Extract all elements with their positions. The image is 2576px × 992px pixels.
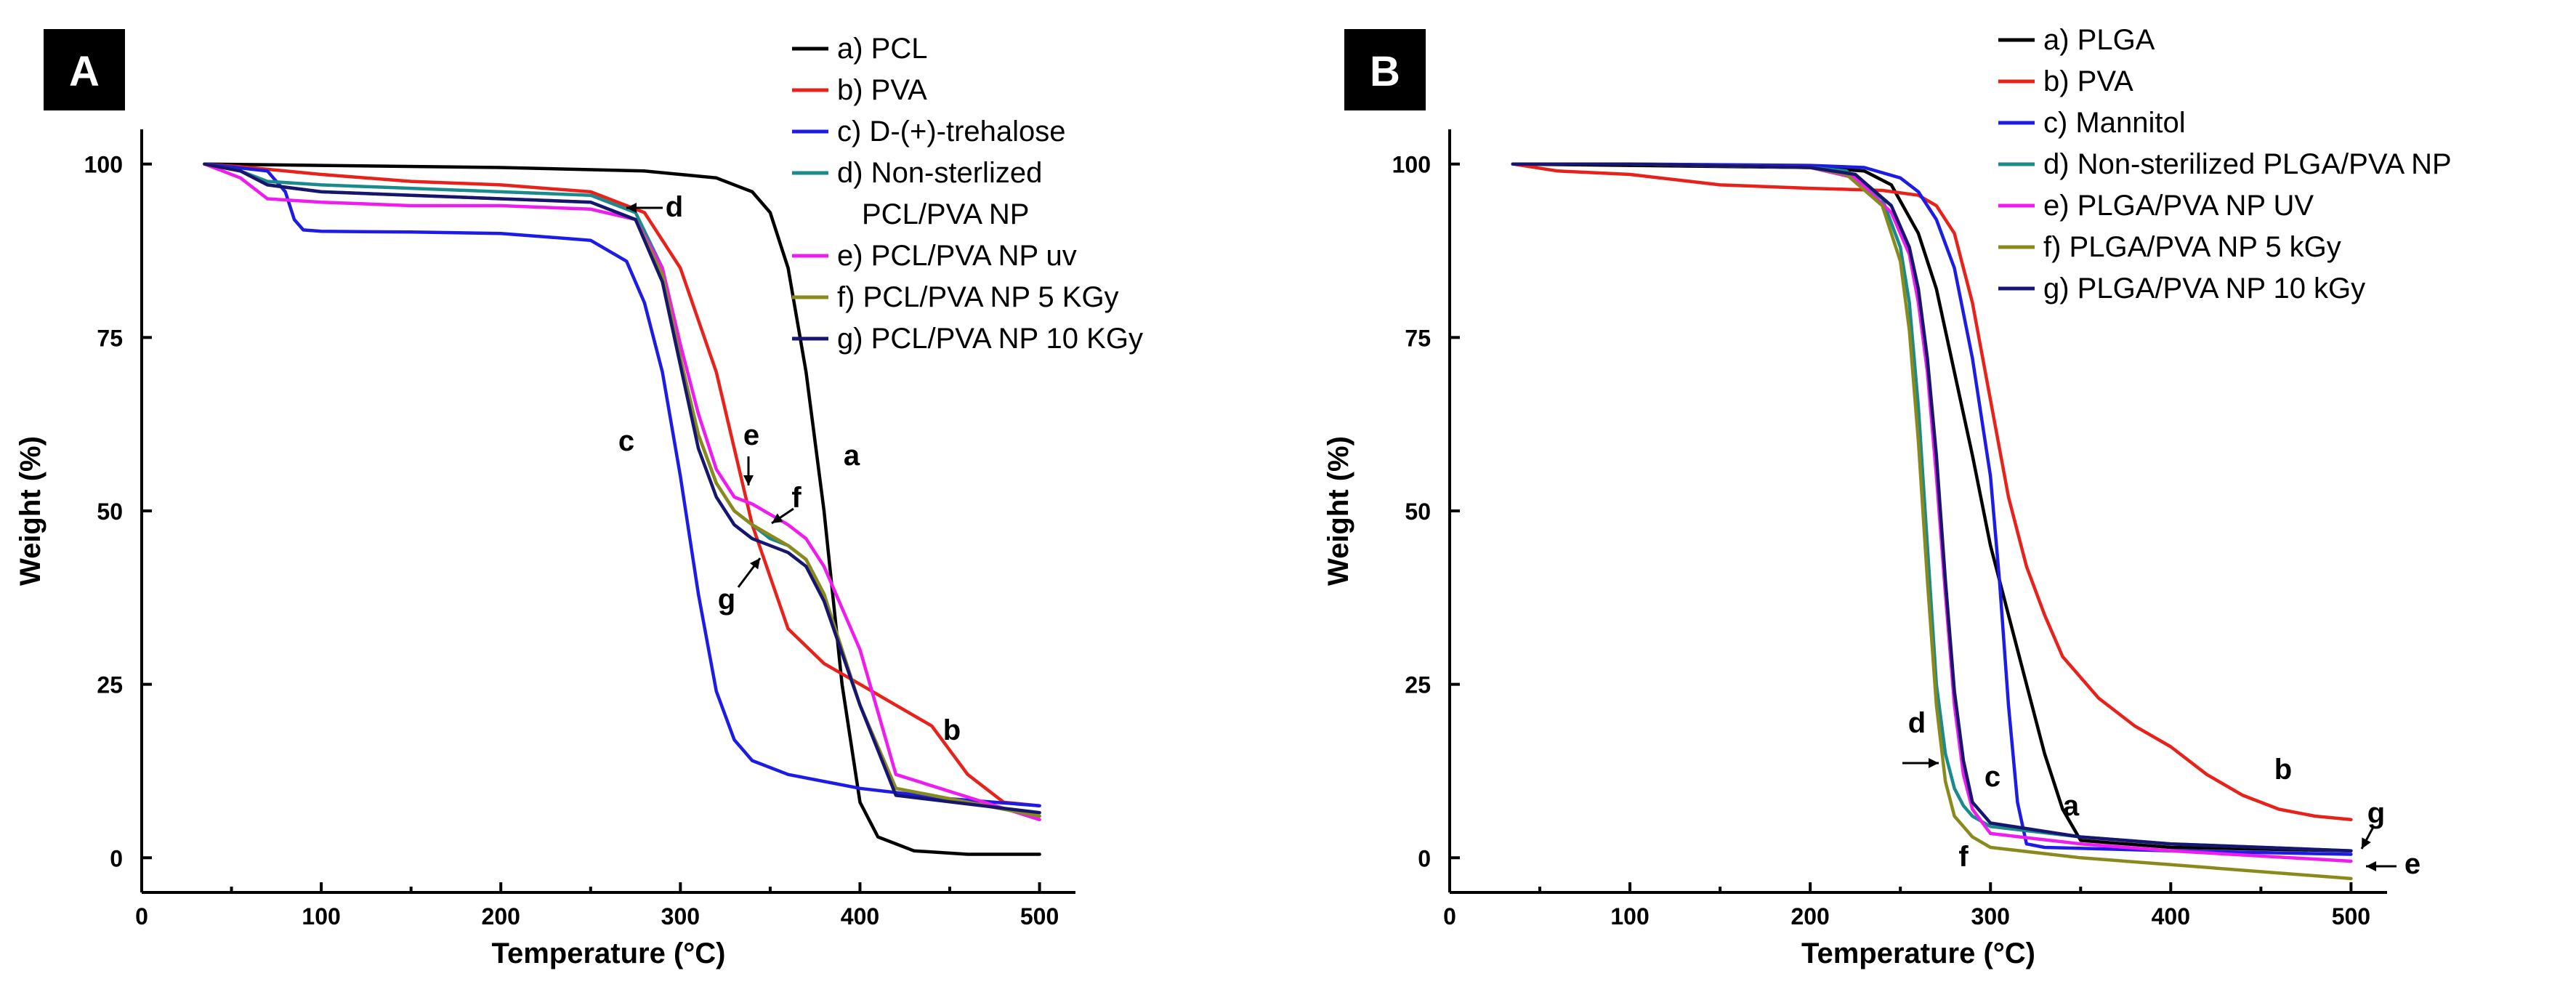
y-tick-label-a: 100 [84, 152, 123, 178]
curve-annotation-b-f: f [1958, 841, 1969, 873]
legend-label-b: c) Mannitol [2043, 107, 2186, 139]
annotation-arrowhead-a-f [772, 513, 783, 523]
curve-annotation-a-f: f [791, 482, 802, 514]
series-line-b-b [1511, 162, 2353, 822]
annotation-arrowhead-b-g [2362, 837, 2371, 849]
legend-label-b: f) PLGA/PVA NP 5 kGy [2043, 231, 2341, 263]
curve-annotation-a-c: c [618, 425, 634, 457]
x-tick-label-a: 500 [1020, 903, 1059, 930]
series-line-b-d [1511, 162, 2353, 852]
panel-label-a [44, 29, 125, 110]
legend-label-a: b) PVA [837, 74, 927, 106]
panel-label-a-text: A [69, 48, 100, 95]
series-line-a-b [203, 162, 1041, 807]
annotation-arrowhead-b-e [2366, 861, 2376, 871]
y-tick-label-b: 100 [1392, 152, 1431, 178]
curve-annotation-a-g: g [718, 584, 735, 616]
x-tick-label-a: 300 [661, 903, 700, 930]
series-line-b-c [1511, 162, 2353, 856]
x-tick-label-a: 200 [482, 903, 520, 930]
curve-annotation-a-e: e [743, 419, 759, 451]
y-tick-label-a: 25 [97, 672, 123, 698]
legend-a: a) PCL b) PVA c) D-(+)-trehalose d) Non-ste… [792, 33, 1143, 355]
series-line-a-g [203, 162, 1041, 815]
y-tick-label-b: 0 [1418, 845, 1431, 871]
legend-label-b: b) PVA [2043, 65, 2133, 97]
legend-label-a: c) D-(+)-trehalose [837, 116, 1066, 148]
legend-label-b: e) PLGA/PVA NP UV [2043, 190, 2314, 222]
annotation-arrowhead-b-d [1929, 758, 1939, 768]
curve-annotation-b-a: a [2063, 790, 2080, 822]
annotation-arrowhead-a-d [626, 203, 637, 213]
curve-annotation-b-e: e [2405, 848, 2420, 880]
legend-label-b: g) PLGA/PVA NP 10 kGy [2043, 273, 2365, 305]
axes-a: 0 100 200 300 400 500 0 25 50 75 100 Temperature (°… [15, 129, 1075, 969]
curve-annotation-b-b: b [2274, 754, 2292, 786]
curve-annotation-b-g: g [2367, 797, 2385, 829]
series-line-b-a [1511, 162, 2353, 852]
panel-b: B 0 100 200 300 400 500 0 25 50 75 100 Temperature … [1323, 24, 2452, 969]
legend-label-b: a) PLGA [2043, 24, 2155, 56]
annotations-b: a b c d e f g [1902, 707, 2420, 880]
x-tick-label-b: 200 [1790, 903, 1829, 930]
series-line-a-e [203, 162, 1041, 822]
panel-label-b [1344, 29, 1426, 110]
y-tick-label-b: 75 [1405, 325, 1431, 351]
x-tick-label-a: 100 [302, 903, 340, 930]
y-tick-label-a: 0 [110, 845, 123, 871]
series-line-a-a [203, 162, 1041, 856]
legend-label-a: g) PCL/PVA NP 10 KGy [837, 323, 1143, 355]
series-line-b-e [1511, 162, 2353, 863]
y-tick-label-b: 50 [1405, 499, 1431, 525]
x-tick-label-b: 100 [1610, 903, 1649, 930]
curve-annotation-a-b: b [943, 714, 961, 746]
x-tick-label-b: 300 [1971, 903, 2010, 930]
y-tick-label-a: 75 [97, 325, 123, 351]
x-tick-label-b: 500 [2332, 903, 2370, 930]
legend-label-a: d) Non-sterlized [837, 157, 1042, 189]
x-axis-title-b: Temperature (°C) [1801, 937, 2035, 969]
legend-label-a: f) PCL/PVA NP 5 KGy [837, 281, 1119, 313]
x-tick-label-b: 400 [2152, 903, 2190, 930]
x-tick-label-a: 400 [841, 903, 879, 930]
y-axis-title-b: Weight (%) [1323, 436, 1354, 586]
annotations-a: a b c d ef g [618, 191, 961, 746]
y-tick-label-a: 50 [97, 499, 123, 525]
legend-label-b: d) Non-sterilized PLGA/PVA NP [2043, 148, 2452, 180]
x-tick-label-a: 0 [135, 903, 148, 930]
curve-annotation-b-d: d [1908, 707, 1926, 739]
x-axis-title-a: Temperature (°C) [492, 937, 726, 969]
series-lines-a [203, 162, 1041, 856]
panel-label-b-text: B [1370, 48, 1400, 95]
y-tick-label-b: 25 [1405, 672, 1431, 698]
x-tick-label-b: 0 [1443, 903, 1456, 930]
y-axis-title-a: Weight (%) [15, 436, 47, 586]
legend-label-a: a) PCL [837, 33, 928, 65]
legend-b: a) PLGA b) PVA c) Mannitol d) Non-sterilize… [1998, 24, 2452, 305]
panel-a: A 0 100 200 300 400 500 0 25 50 75 100 Temperature … [15, 29, 1143, 969]
curve-annotation-a-a: a [844, 440, 860, 472]
curve-annotation-b-c: c [1985, 761, 2000, 793]
series-line-a-c [203, 162, 1041, 807]
axes-b: 0 100 200 300 400 500 0 25 50 75 100 Temperature (°… [1323, 129, 2387, 969]
curve-annotation-a-d: d [666, 191, 683, 223]
legend-label-a: e) PCL/PVA NP uv [837, 240, 1077, 272]
series-line-b-g [1511, 162, 2353, 852]
legend-label-a: PCL/PVA NP [862, 198, 1029, 230]
annotation-arrowhead-a-g [750, 558, 760, 570]
annotation-arrowhead-a-e [743, 475, 754, 485]
series-lines-b [1511, 162, 2353, 881]
